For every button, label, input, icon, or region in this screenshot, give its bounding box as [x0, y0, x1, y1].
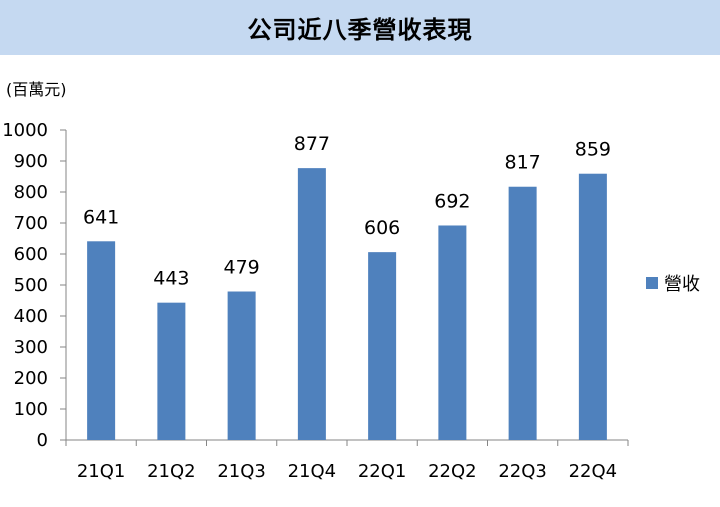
y-tick-label: 600 — [14, 244, 48, 265]
x-tick-label-21q2: 21Q2 — [147, 461, 196, 482]
y-tick-label: 300 — [14, 337, 48, 358]
bar-22q1 — [368, 252, 397, 440]
data-label-21q1: 641 — [83, 206, 119, 228]
y-tick-label: 400 — [14, 306, 48, 327]
y-tick-label: 700 — [14, 213, 48, 234]
x-tick-label-21q4: 21Q4 — [288, 461, 337, 482]
x-tick-label-22q4: 22Q4 — [569, 461, 618, 482]
y-tick-label: 500 — [14, 275, 48, 296]
x-tick-label-21q3: 21Q3 — [217, 461, 266, 482]
bar-21q1 — [87, 241, 116, 440]
bar-21q2 — [157, 302, 186, 440]
legend-swatch — [646, 277, 658, 289]
chart-title: 公司近八季營收表現 — [247, 16, 473, 44]
y-tick-label: 100 — [14, 399, 48, 420]
x-tick-label-22q3: 22Q3 — [498, 461, 547, 482]
data-label-22q4: 859 — [575, 139, 611, 161]
bar-21q4 — [297, 168, 326, 440]
legend-label: 營收 — [664, 274, 700, 295]
unit-label: (百萬元) — [6, 80, 67, 99]
data-label-22q1: 606 — [364, 217, 400, 239]
title-bar: 公司近八季營收表現 — [0, 0, 720, 55]
y-tick-label: 1000 — [2, 120, 48, 141]
bar-22q3 — [508, 186, 537, 440]
bar-21q3 — [227, 291, 256, 440]
data-label-22q3: 817 — [504, 152, 540, 174]
y-tick-label: 200 — [14, 368, 48, 389]
data-label-21q4: 877 — [294, 133, 330, 155]
y-tick-label: 0 — [37, 430, 48, 451]
data-label-21q2: 443 — [153, 268, 189, 290]
x-tick-label-22q2: 22Q2 — [428, 461, 477, 482]
bar-22q4 — [578, 173, 607, 440]
data-label-21q3: 479 — [223, 257, 259, 279]
x-tick-label-22q1: 22Q1 — [358, 461, 407, 482]
y-tick-label: 900 — [14, 151, 48, 172]
y-tick-label: 800 — [14, 182, 48, 203]
bar-22q2 — [438, 225, 467, 440]
x-tick-label-21q1: 21Q1 — [77, 461, 126, 482]
data-label-22q2: 692 — [434, 190, 470, 212]
